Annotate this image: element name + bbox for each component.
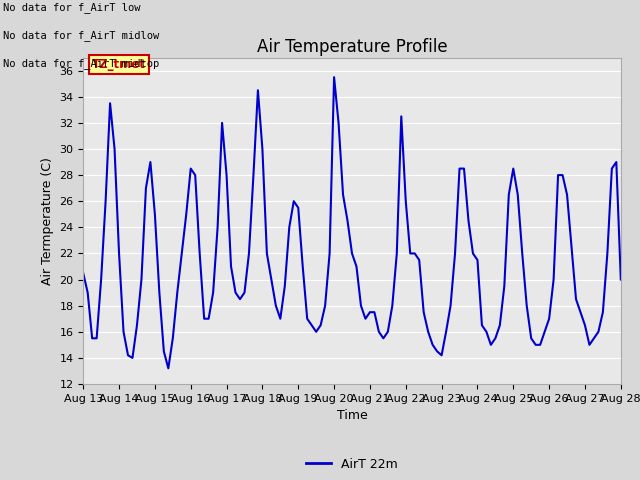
Title: Air Temperature Profile: Air Temperature Profile	[257, 38, 447, 56]
Text: No data for f_AirT midtop: No data for f_AirT midtop	[3, 58, 159, 69]
Y-axis label: Air Termperature (C): Air Termperature (C)	[41, 157, 54, 285]
Text: TZ_tmet: TZ_tmet	[92, 58, 146, 71]
Text: No data for f_AirT low: No data for f_AirT low	[3, 2, 141, 13]
Text: No data for f_AirT midlow: No data for f_AirT midlow	[3, 30, 159, 41]
Legend: AirT 22m: AirT 22m	[301, 453, 403, 476]
X-axis label: Time: Time	[337, 409, 367, 422]
